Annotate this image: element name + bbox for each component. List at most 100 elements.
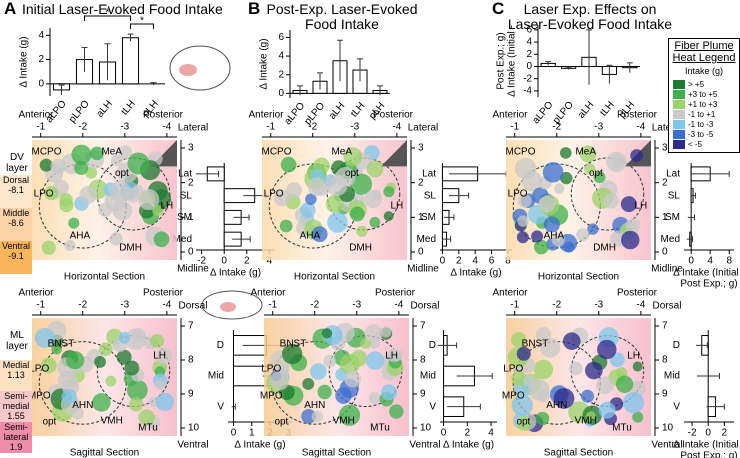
region-label: MCPO — [262, 147, 292, 158]
layer-value: -8.6 — [8, 218, 24, 228]
section-caption: Horizontal Section — [538, 272, 619, 283]
fiber-plume — [344, 370, 361, 388]
side-tick-label: 3 — [418, 143, 424, 154]
fiber-plume — [534, 239, 549, 255]
region-label: DMH — [119, 243, 142, 254]
side-top-label: Lateral — [652, 123, 683, 134]
legend-label: < -5 — [688, 139, 703, 149]
fiber-plume — [597, 339, 617, 360]
legend-label: -3 to -5 — [688, 129, 714, 139]
legend-item: +1 to +3 — [669, 99, 739, 109]
x-tick-label: 0 — [705, 428, 711, 439]
panel-letter: B — [248, 0, 261, 18]
axis-start-label: Anterior — [250, 288, 286, 299]
region-label: opt — [42, 416, 56, 427]
fiber-plume — [110, 154, 123, 167]
region-label: opt — [115, 168, 129, 179]
legend-item: -1 to -3 — [669, 119, 739, 129]
region-label: VMH — [101, 415, 123, 426]
brain-icon-target — [220, 302, 236, 312]
side-tick-label: 1 — [662, 212, 668, 223]
layer-value: -8.1 — [8, 185, 24, 195]
fiber-plume — [587, 223, 599, 235]
fiber-plume — [152, 204, 164, 217]
section-caption: Sagittal Section — [70, 448, 140, 458]
y-tick-label: V — [429, 401, 436, 412]
fiber-plume — [517, 215, 529, 227]
region-label: MTu — [370, 422, 390, 433]
region-label: BNST — [522, 339, 549, 350]
fiber-plume — [317, 384, 332, 400]
panel-letter: C — [492, 0, 505, 18]
fiber-plume — [369, 216, 381, 228]
fiber-plume — [593, 171, 606, 184]
legend-swatch — [673, 79, 685, 89]
y-tick-label: 6 — [526, 25, 532, 36]
region-label: LH — [634, 201, 647, 212]
side-tick-label: 8 — [420, 355, 426, 366]
fiber-plume — [64, 239, 76, 252]
fiber-plume — [540, 337, 561, 358]
fiber-plume — [366, 160, 384, 178]
fiber-plume — [323, 354, 337, 368]
fiber-plume — [105, 375, 117, 387]
fiber-plume — [368, 392, 381, 404]
top-tick-label: -1 — [268, 300, 277, 311]
fiber-plume — [584, 163, 596, 175]
region-label: LH — [627, 350, 640, 361]
x-axis-label: Δ Intake (Initial - — [673, 268, 740, 279]
fiber-plume — [516, 346, 531, 361]
y-tick-label: Lat — [422, 169, 436, 180]
top-tick-label: -4 — [636, 300, 645, 311]
significance-bracket — [130, 23, 154, 29]
section-caption: Sagittal Section — [544, 448, 614, 458]
fiber-plume — [301, 409, 316, 424]
y-tick-label: D — [429, 340, 436, 351]
side-tick-label: 10 — [188, 423, 200, 434]
x-tick-label: 4 — [707, 256, 713, 267]
layer-title: DV layer — [6, 152, 28, 174]
x-axis-label: Post Exp.; g) — [680, 279, 737, 290]
fiber-plume — [551, 232, 565, 247]
region-label: MPO — [260, 391, 283, 402]
region-label: MeA — [575, 147, 596, 158]
fiber-plume — [310, 363, 327, 380]
side-bottom-label: Ventral — [651, 440, 682, 451]
region-label: LH — [160, 201, 173, 212]
y-axis-label: Δ Intake (g) — [19, 36, 30, 87]
side-tick-label: 9 — [188, 389, 194, 400]
side-tick-label: 7 — [188, 321, 194, 332]
x-tick-label: -2 — [688, 428, 697, 439]
y-tick-label: V — [217, 401, 224, 412]
x-tick-label: 4 — [267, 256, 273, 267]
y-tick-label: 6 — [278, 32, 284, 43]
fiber-plume — [606, 151, 627, 173]
side-tick-label: 1 — [188, 212, 194, 223]
y-tick-label: Lat — [666, 169, 680, 180]
y-tick-label: D — [673, 340, 680, 351]
top-tick-label: -4 — [394, 300, 403, 311]
y-tick-label: 0 — [38, 78, 44, 89]
y-tick-label: Med — [661, 234, 680, 245]
x-tick-label: tLH — [598, 100, 616, 119]
top-tick-label: -2 — [78, 122, 87, 133]
fiber-plume — [621, 230, 640, 250]
y-tick-label: SL — [668, 190, 681, 201]
fiber-plume — [302, 377, 315, 390]
top-tick-label: -1 — [510, 300, 519, 311]
y-tick-label: D — [217, 340, 224, 351]
x-tick-label: tLH — [349, 101, 367, 120]
y-tick-label: 0 — [526, 61, 532, 72]
region-label: AHA — [300, 231, 321, 242]
legend-item: < -5 — [669, 139, 739, 149]
top-tick-label: -2 — [308, 122, 317, 133]
fiber-plume — [98, 202, 113, 217]
fiber-plume — [630, 149, 644, 162]
y-tick-label: SM — [421, 212, 436, 223]
layer-value: 1.55 — [7, 411, 25, 421]
side-tick-label: 0 — [418, 247, 424, 258]
x-tick-label: aLH — [576, 100, 596, 121]
region-label: MTu — [138, 422, 158, 433]
fiber-plume — [57, 370, 78, 390]
axis-end-label: Posterior — [617, 110, 658, 121]
